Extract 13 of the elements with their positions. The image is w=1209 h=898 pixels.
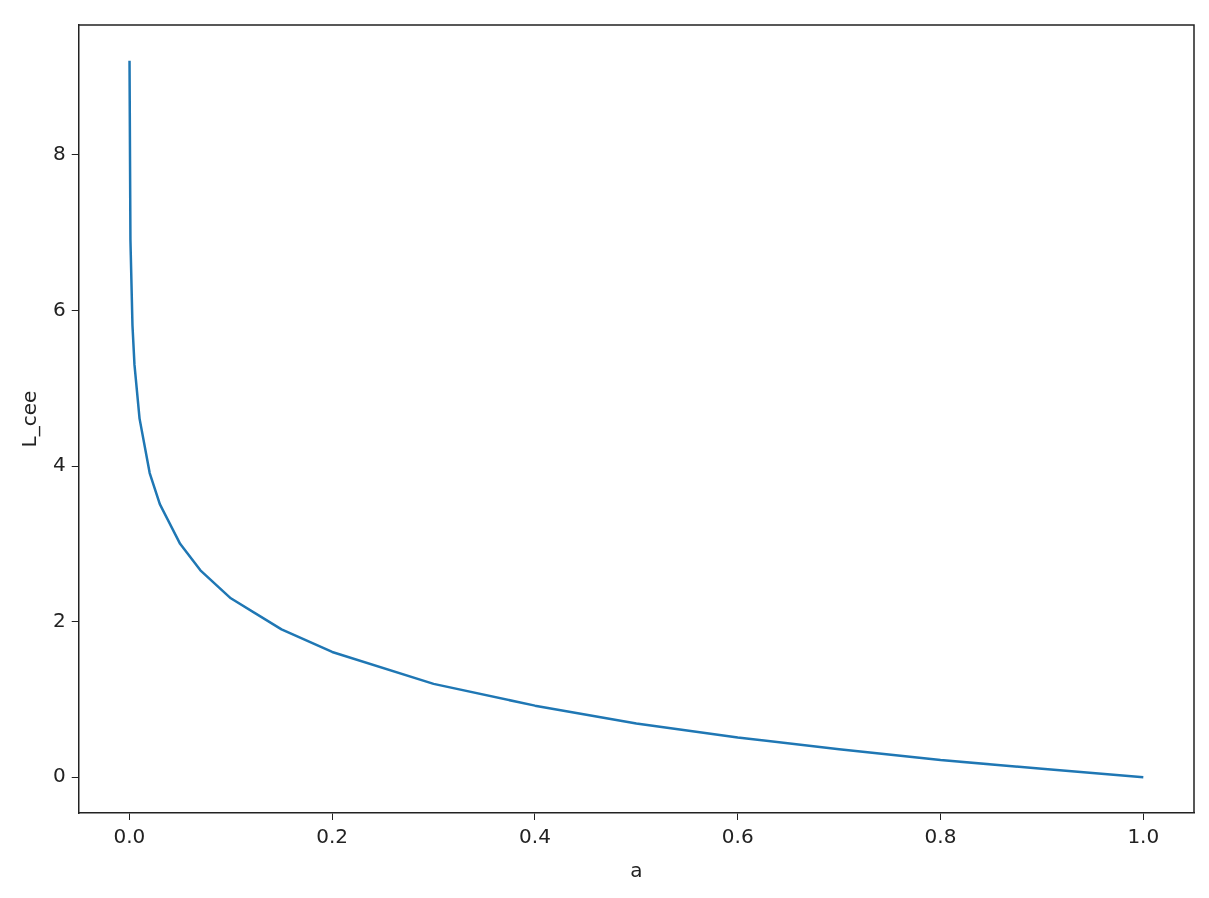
y-axis-title: L_cee — [17, 390, 42, 448]
x-axis-title: a — [630, 858, 643, 883]
y-tick-label: 4 — [52, 452, 66, 477]
y-tick-label: 2 — [52, 607, 66, 632]
x-tick-label: 0.6 — [721, 824, 754, 849]
y-tick-label: 8 — [52, 141, 66, 166]
y-tick-label: 6 — [52, 296, 66, 321]
y-tick-label: 0 — [52, 763, 66, 788]
x-tick-label: 1.0 — [1127, 824, 1160, 849]
x-tick-label: 0.4 — [519, 824, 551, 849]
x-tick-label: 0.8 — [924, 824, 957, 849]
x-tick-label: 0.2 — [316, 824, 349, 849]
x-tick-label: 0.0 — [113, 824, 146, 849]
